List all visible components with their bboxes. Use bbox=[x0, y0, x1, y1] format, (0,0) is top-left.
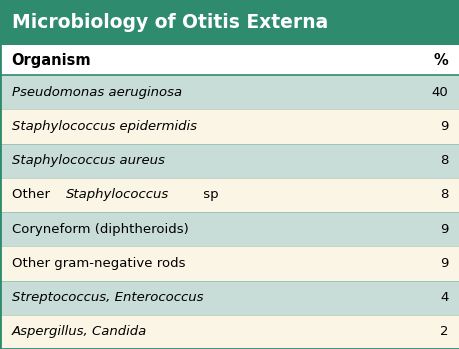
Bar bbox=[0, 178, 459, 212]
Text: Aspergillus, Candida: Aspergillus, Candida bbox=[11, 325, 146, 339]
Text: Staphylococcus: Staphylococcus bbox=[66, 188, 169, 201]
Bar bbox=[0, 75, 459, 109]
Bar bbox=[0, 109, 459, 143]
Text: Other gram-negative rods: Other gram-negative rods bbox=[11, 257, 185, 270]
Text: 40: 40 bbox=[431, 86, 448, 99]
Text: 8: 8 bbox=[439, 188, 448, 201]
Text: Other: Other bbox=[11, 188, 54, 201]
Text: 4: 4 bbox=[439, 291, 448, 304]
Bar bbox=[0, 315, 459, 349]
Text: 9: 9 bbox=[439, 120, 448, 133]
Bar bbox=[0, 0, 459, 45]
Text: 9: 9 bbox=[439, 223, 448, 236]
Bar bbox=[0, 246, 459, 281]
Text: 2: 2 bbox=[439, 325, 448, 339]
Text: sp: sp bbox=[199, 188, 218, 201]
Text: Organism: Organism bbox=[11, 53, 91, 68]
Text: %: % bbox=[433, 53, 448, 68]
Text: Microbiology of Otitis Externa: Microbiology of Otitis Externa bbox=[11, 13, 327, 32]
Text: Staphylococcus epidermidis: Staphylococcus epidermidis bbox=[11, 120, 196, 133]
Bar bbox=[0, 143, 459, 178]
Text: 8: 8 bbox=[439, 154, 448, 167]
Bar bbox=[0, 212, 459, 246]
Text: 9: 9 bbox=[439, 257, 448, 270]
Text: Staphylococcus aureus: Staphylococcus aureus bbox=[11, 154, 164, 167]
Bar bbox=[0, 281, 459, 315]
Text: Coryneform (diphtheroids): Coryneform (diphtheroids) bbox=[11, 223, 188, 236]
Text: Pseudomonas aeruginosa: Pseudomonas aeruginosa bbox=[11, 86, 181, 99]
Text: Streptococcus, Enterococcus: Streptococcus, Enterococcus bbox=[11, 291, 202, 304]
Bar bbox=[0, 45, 459, 75]
